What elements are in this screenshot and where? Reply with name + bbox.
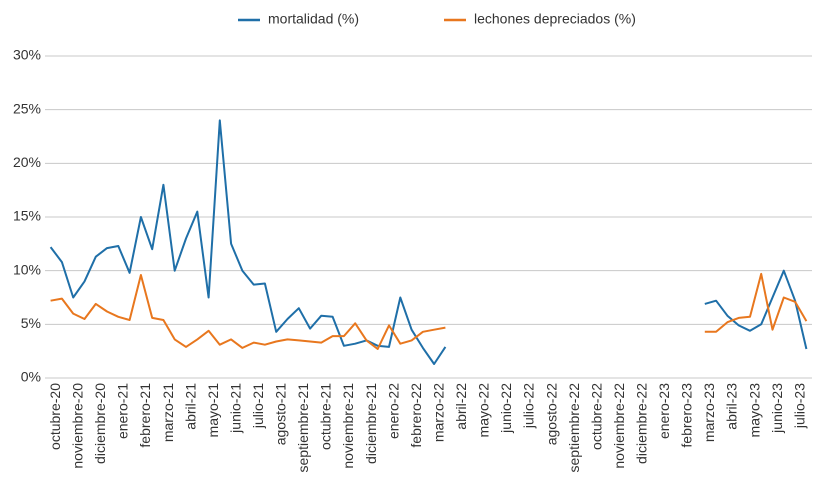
x-tick-label: octubre-22	[588, 383, 604, 450]
x-tick-label: marzo-22	[430, 383, 446, 442]
x-tick-label: julio-21	[250, 383, 266, 429]
x-tick-label: febrero-23	[679, 383, 695, 448]
series-line	[49, 119, 808, 365]
x-tick-label: octubre-21	[318, 383, 334, 450]
x-tick-label: julio-22	[521, 383, 537, 429]
legend-label: mortalidad (%)	[268, 11, 359, 27]
series-line	[50, 272, 808, 350]
x-tick-label: junio-22	[498, 383, 514, 434]
x-tick-label: mayo-22	[476, 383, 492, 438]
x-tick-label: enero-22	[385, 383, 401, 439]
x-tick-label: julio-23	[791, 383, 807, 429]
x-tick-label: abril-23	[724, 383, 740, 430]
x-tick-label: mayo-21	[205, 383, 221, 438]
x-tick-label: marzo-23	[701, 383, 717, 442]
x-tick-label: octubre-20	[47, 383, 63, 450]
x-tick-label: marzo-21	[160, 383, 176, 442]
x-tick-label: noviembre-20	[70, 383, 86, 469]
x-tick-label: septiembre-21	[295, 383, 311, 473]
x-tick-label: junio-21	[227, 383, 243, 434]
x-tick-label: diciembre-21	[363, 383, 379, 464]
x-tick-label: junio-23	[769, 383, 785, 434]
y-tick-label: 30%	[13, 47, 41, 63]
x-tick-label: abril-22	[453, 383, 469, 430]
x-tick-label: febrero-21	[137, 383, 153, 448]
x-tick-label: enero-21	[115, 383, 131, 439]
x-tick-label: enero-23	[656, 383, 672, 439]
y-tick-label: 25%	[13, 100, 41, 116]
x-tick-label: mayo-23	[746, 383, 762, 438]
y-tick-label: 20%	[13, 154, 41, 170]
x-tick-label: agosto-21	[273, 383, 289, 445]
legend-label: lechones depreciados (%)	[474, 11, 636, 27]
x-tick-label: abril-21	[182, 383, 198, 430]
x-tick-label: noviembre-22	[611, 383, 627, 469]
y-tick-label: 0%	[21, 369, 41, 385]
y-tick-label: 15%	[13, 208, 41, 224]
x-tick-label: septiembre-22	[566, 383, 582, 473]
y-tick-label: 10%	[13, 261, 41, 277]
x-tick-label: agosto-22	[543, 383, 559, 445]
x-tick-label: febrero-22	[408, 383, 424, 448]
y-tick-label: 5%	[21, 315, 41, 331]
x-tick-label: noviembre-21	[340, 383, 356, 469]
x-tick-label: diciembre-22	[634, 383, 650, 464]
x-tick-label: diciembre-20	[92, 383, 108, 464]
